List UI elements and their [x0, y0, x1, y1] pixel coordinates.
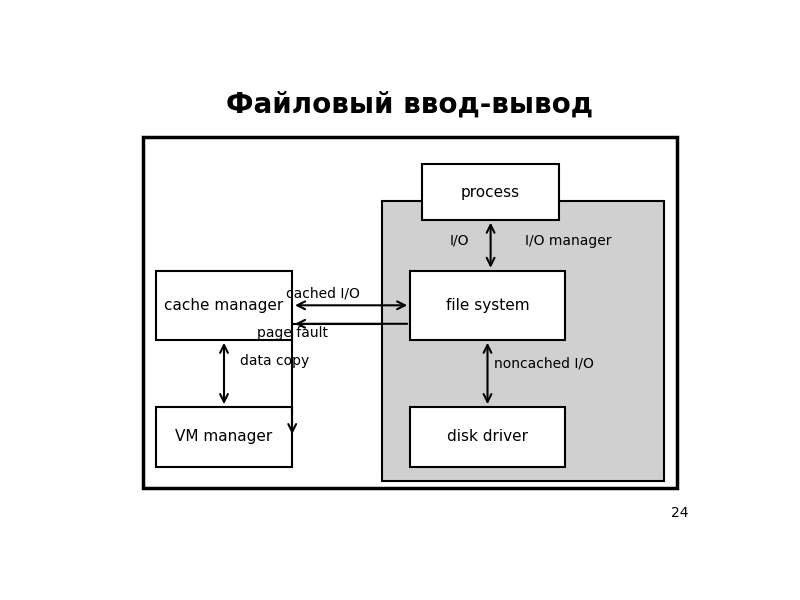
Bar — [422, 164, 558, 220]
Bar — [410, 407, 565, 467]
Text: VM manager: VM manager — [175, 430, 273, 445]
Text: I/O manager: I/O manager — [525, 233, 611, 248]
Text: file system: file system — [446, 298, 530, 313]
Text: cached I/O: cached I/O — [286, 287, 360, 301]
Text: 24: 24 — [671, 506, 689, 520]
Text: I/O: I/O — [450, 233, 469, 248]
Bar — [143, 137, 677, 488]
Text: data copy: data copy — [239, 354, 309, 368]
Text: page fault: page fault — [257, 326, 328, 340]
Text: disk driver: disk driver — [447, 430, 528, 445]
Bar — [410, 271, 565, 340]
Text: process: process — [461, 185, 520, 200]
Bar — [156, 271, 292, 340]
Bar — [382, 202, 664, 481]
Text: noncached I/O: noncached I/O — [494, 356, 594, 370]
Bar — [156, 407, 292, 467]
Text: cache manager: cache manager — [164, 298, 284, 313]
Text: Файловый ввод-вывод: Файловый ввод-вывод — [226, 91, 594, 118]
